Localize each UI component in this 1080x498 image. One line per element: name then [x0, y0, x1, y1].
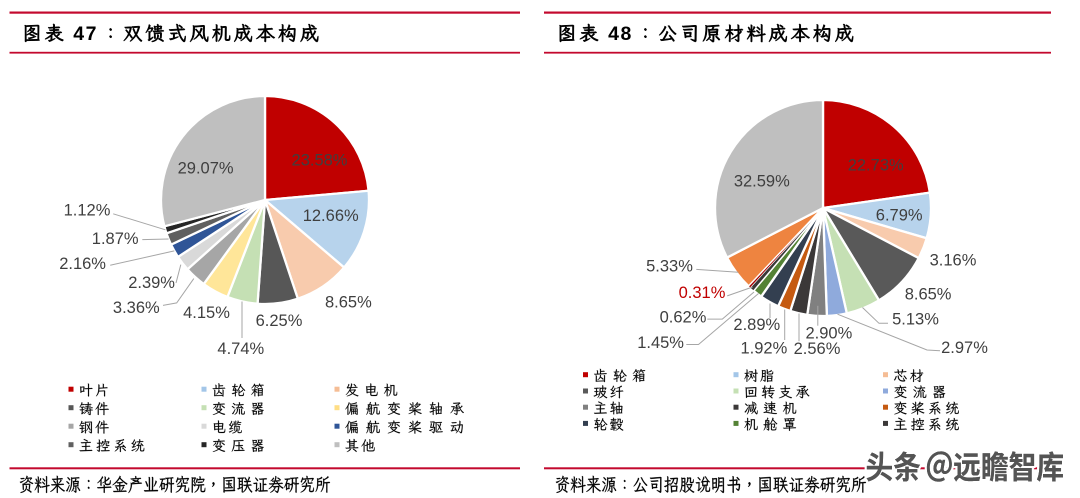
svg-text:2.56%: 2.56%	[794, 340, 841, 358]
svg-text:1.12%: 1.12%	[64, 202, 111, 220]
svg-text:1.87%: 1.87%	[92, 230, 139, 248]
svg-text:2.90%: 2.90%	[806, 325, 853, 343]
svg-text:5.13%: 5.13%	[892, 311, 939, 329]
svg-text:8.65%: 8.65%	[325, 294, 372, 312]
svg-text:23.58%: 23.58%	[292, 152, 348, 170]
svg-text:3.16%: 3.16%	[930, 252, 977, 270]
svg-text:48: 48	[608, 23, 633, 45]
svg-text:2.39%: 2.39%	[128, 274, 175, 292]
svg-text:47: 47	[73, 23, 98, 45]
svg-text:3.36%: 3.36%	[113, 299, 160, 317]
svg-text:2.16%: 2.16%	[59, 255, 106, 273]
svg-text:2.97%: 2.97%	[941, 339, 988, 357]
svg-text:1.92%: 1.92%	[741, 339, 788, 357]
svg-text:4.74%: 4.74%	[217, 340, 264, 358]
svg-text:6.79%: 6.79%	[876, 207, 923, 225]
svg-text:0.62%: 0.62%	[660, 308, 707, 326]
svg-text:2.89%: 2.89%	[733, 316, 780, 334]
svg-text:1.45%: 1.45%	[637, 334, 684, 352]
svg-text:0.31%: 0.31%	[679, 284, 726, 302]
svg-text:32.59%: 32.59%	[734, 172, 790, 190]
svg-text:12.66%: 12.66%	[303, 207, 359, 225]
svg-text:8.65%: 8.65%	[905, 286, 952, 304]
svg-text:4.15%: 4.15%	[183, 304, 230, 322]
svg-text:6.25%: 6.25%	[256, 312, 303, 330]
svg-text:22.73%: 22.73%	[848, 157, 904, 175]
svg-text:29.07%: 29.07%	[178, 160, 234, 178]
svg-text:5.33%: 5.33%	[646, 258, 693, 276]
